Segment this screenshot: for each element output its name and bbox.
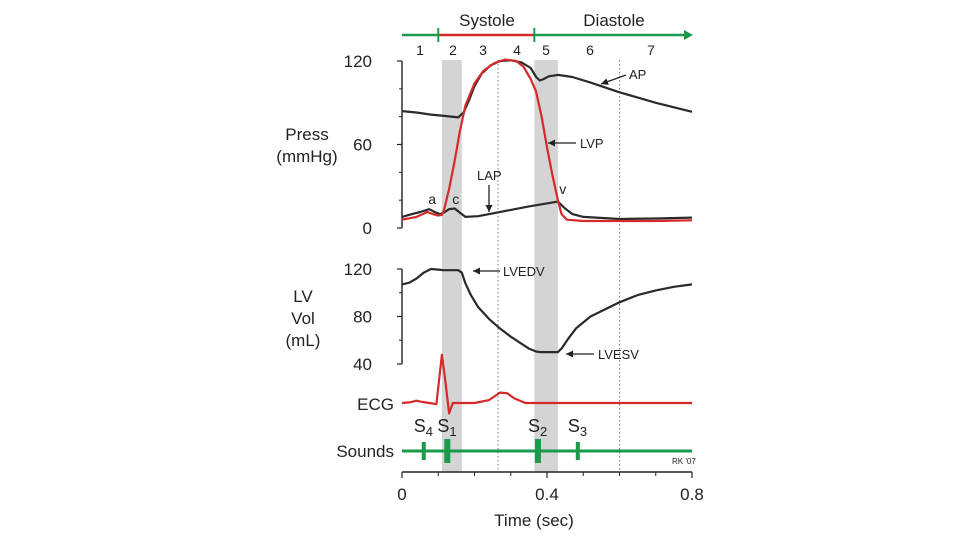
phase-number-6: 6 xyxy=(586,42,594,58)
trace-lvp xyxy=(401,58,693,223)
x-tick-label-0.4: 0.4 xyxy=(535,485,559,504)
trace-ecg xyxy=(401,353,692,415)
traces xyxy=(401,58,693,463)
shaded-interval-2 xyxy=(534,60,558,472)
sound-marker-s4 xyxy=(421,442,426,460)
pressure-tick-label-120: 120 xyxy=(344,52,372,71)
sounds-label: Sounds xyxy=(336,442,394,461)
pressure-tick-label-0: 0 xyxy=(363,219,372,238)
phase-bar: Systole Diastole 1 2 3 4 5 6 7 xyxy=(402,11,693,58)
pressure-ylabel-2: (mmHg) xyxy=(276,147,337,166)
phase-number-4: 4 xyxy=(513,42,521,58)
sound-marker-s1 xyxy=(444,439,451,463)
sound-marker-s3 xyxy=(575,442,580,460)
diastole-label: Diastole xyxy=(583,11,644,30)
lvp-label: LVP xyxy=(580,136,604,151)
lvesv-arrow-head xyxy=(566,350,573,358)
axis-labels: Press (mmHg) LV Vol (mL) ECG Sounds Time… xyxy=(276,125,696,530)
lap-label: LAP xyxy=(477,168,502,183)
axes: 120 60 0 120 80 40 0 0.4 0.8 xyxy=(344,52,704,504)
trace-lv-volume xyxy=(401,267,693,354)
trace-lap xyxy=(401,200,693,221)
lap-arrow-head xyxy=(485,205,493,212)
phase-number-2: 2 xyxy=(449,42,457,58)
lvedv-label: LVEDV xyxy=(503,264,545,279)
sound-marker-s2 xyxy=(534,439,541,463)
lvp-arrow-head xyxy=(548,139,555,147)
x-tick-label-0: 0 xyxy=(397,485,406,504)
ap-arrow-head xyxy=(601,78,609,85)
phase-dividers xyxy=(497,60,620,472)
volume-ylabel-3: (mL) xyxy=(286,331,321,350)
sound-label-s1: S1 xyxy=(437,416,456,439)
volume-ylabel-2: Vol xyxy=(291,309,315,328)
phase-number-3: 3 xyxy=(479,42,487,58)
annotations: S4 S1 S2 S3 AP LVP LAP a c v LVEDV LVESV xyxy=(414,67,647,439)
x-axis-label: Time (sec) xyxy=(494,511,574,530)
annotation-a: a xyxy=(428,191,436,207)
phase-number-1: 1 xyxy=(416,42,424,58)
volume-tick-label-120: 120 xyxy=(344,260,372,279)
phase-bar-arrowhead xyxy=(684,30,693,40)
ecg-label: ECG xyxy=(357,395,394,414)
lvedv-arrow-head xyxy=(473,267,480,275)
pressure-ylabel-1: Press xyxy=(285,125,328,144)
pressure-tick-label-60: 60 xyxy=(353,136,372,155)
volume-ylabel-1: LV xyxy=(293,287,313,306)
annotation-c: c xyxy=(452,191,459,207)
volume-tick-label-80: 80 xyxy=(353,308,372,327)
sound-label-s3: S3 xyxy=(568,416,587,439)
ap-label: AP xyxy=(629,67,646,82)
phase-number-7: 7 xyxy=(647,42,655,58)
annotation-v: v xyxy=(559,181,566,197)
volume-tick-label-40: 40 xyxy=(353,355,372,374)
systole-label: Systole xyxy=(459,11,515,30)
shaded-interval-1 xyxy=(441,60,462,472)
phase-number-5: 5 xyxy=(542,42,550,58)
sound-label-s2: S2 xyxy=(528,416,547,439)
sound-label-s4: S4 xyxy=(414,416,433,439)
x-tick-label-0.8: 0.8 xyxy=(680,485,704,504)
shaded-intervals xyxy=(441,60,558,472)
watermark: RK '07 xyxy=(672,457,696,466)
lvesv-label: LVESV xyxy=(598,347,639,362)
